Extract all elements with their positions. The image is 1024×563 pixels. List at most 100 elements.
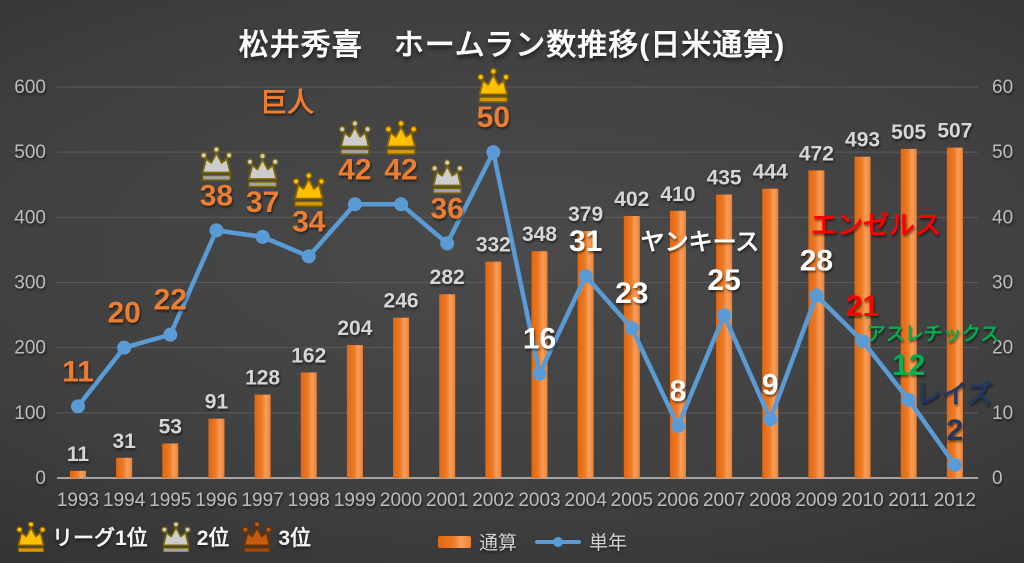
- cumulative-bars: [70, 147, 963, 479]
- bar-2008: [762, 188, 779, 478]
- line-marker-1993: [71, 399, 85, 414]
- year-label: 1995: [149, 490, 191, 511]
- left-tick-label: 500: [14, 142, 46, 163]
- bar-value-label: 435: [707, 167, 742, 190]
- bar-1995: [162, 443, 179, 478]
- year-label: 2004: [565, 490, 608, 511]
- right-tick-label: 40: [992, 207, 1013, 228]
- legend-rank3-label: 3位: [278, 527, 312, 550]
- bar-value-label: 204: [337, 317, 372, 340]
- line-marker-2002: [486, 145, 501, 160]
- bar-value-label: 402: [614, 188, 649, 211]
- line-marker-2007: [717, 308, 732, 323]
- year-label: 2009: [795, 490, 837, 511]
- right-tick-label: 60: [992, 77, 1013, 98]
- year-label: 2008: [749, 490, 791, 511]
- legend-rank2-item: 2位: [160, 522, 229, 552]
- bar-2002: [485, 261, 502, 478]
- year-label: 1999: [334, 490, 376, 511]
- right-tick-label: 20: [992, 338, 1013, 359]
- year-label: 1994: [103, 490, 146, 511]
- right-tick-label: 30: [992, 273, 1013, 294]
- legend-line-marker: [553, 536, 564, 547]
- rank-crowns: [200, 67, 510, 207]
- line-markers: [71, 145, 962, 472]
- bronze-crown-icon: [242, 522, 273, 552]
- bar-1994: [116, 457, 133, 478]
- year-label: 2012: [934, 490, 976, 511]
- team-label: レイズ: [915, 379, 992, 409]
- bar-2009: [808, 170, 825, 478]
- crown-rank-legend: リーグ1位 2位 3位: [16, 522, 311, 552]
- year-label: 2003: [518, 490, 560, 511]
- line-marker-1994: [117, 340, 132, 355]
- legend-rank3-item: 3位: [242, 522, 311, 552]
- line-value-label: 20: [107, 297, 140, 330]
- bar-value-label: 162: [291, 344, 326, 367]
- bar-2005: [623, 216, 640, 478]
- gold-crown-icon: [292, 172, 325, 207]
- bar-value-label: 282: [430, 266, 465, 289]
- line-marker-2006: [670, 418, 685, 433]
- bar-2007: [716, 194, 733, 478]
- line-marker-1997: [255, 229, 270, 244]
- line-value-label: 12: [892, 349, 925, 382]
- bar-2011: [900, 148, 917, 479]
- bar-value-label: 493: [845, 129, 880, 152]
- line-marker-2012: [947, 457, 962, 472]
- bar-value-label: 332: [476, 234, 511, 257]
- yearly-series-label: 単年: [589, 533, 628, 554]
- line-value-label: 37: [246, 186, 279, 219]
- bar-value-label: 128: [245, 367, 280, 390]
- bar-2000: [393, 317, 410, 478]
- line-value-label: 25: [707, 264, 740, 297]
- yearly-series-swatch: [535, 536, 582, 548]
- line-value-label: 31: [569, 225, 602, 258]
- silver-crown-icon: [338, 120, 371, 155]
- line-marker-1999: [347, 197, 362, 212]
- line-value-labels: 11 20 22 38 37 34 42 42 36 50 16 31 23 8 25 9 28 21 12 2: [62, 101, 963, 447]
- silver-crown-icon: [160, 522, 191, 552]
- team-label: アスレチックス: [867, 323, 999, 345]
- cumulative-series-swatch: [438, 535, 471, 548]
- line-marker-2005: [624, 321, 639, 336]
- bar-2010: [854, 156, 871, 478]
- bar-value-label: 348: [522, 223, 557, 246]
- year-label: 1996: [195, 490, 237, 511]
- line-value-label: 11: [62, 355, 94, 388]
- bar-1998: [300, 372, 317, 478]
- gold-crown-icon: [384, 120, 418, 155]
- left-tick-label: 0: [35, 468, 46, 489]
- year-label: 2005: [611, 490, 653, 511]
- line-marker-2000: [394, 197, 409, 212]
- right-tick-label: 10: [992, 403, 1013, 424]
- silver-crown-icon: [160, 522, 191, 552]
- left-tick-label: 200: [14, 338, 46, 359]
- line-value-label: 36: [431, 192, 464, 225]
- silver-crown-icon: [246, 152, 279, 188]
- gold-crown-icon: [16, 522, 46, 552]
- bar-value-label: 507: [937, 120, 972, 143]
- silver-crown-icon: [431, 159, 464, 194]
- year-label: 2000: [380, 490, 422, 511]
- left-tick-label: 400: [14, 207, 46, 228]
- bar-value-label: 410: [660, 183, 695, 206]
- line-value-label: 34: [292, 205, 326, 238]
- yearly-trend-line: [75, 149, 958, 468]
- bar-value-label: 246: [384, 290, 419, 313]
- year-label: 2011: [888, 490, 929, 511]
- x-axis-labels: 1993 1994 1995 1996 1997 1998 1999 2000 2001 2002…: [57, 490, 976, 511]
- line-value-label: 8: [670, 375, 687, 408]
- year-label: 1997: [241, 490, 283, 511]
- line-marker-2001: [440, 236, 455, 251]
- bar-value-label: 11: [67, 443, 90, 466]
- series-legend: 通算 単年: [438, 528, 627, 555]
- line-value-label: 9: [762, 368, 779, 401]
- legend-rank1-label: リーグ1位: [52, 527, 148, 550]
- year-label: 2007: [703, 490, 745, 511]
- legend-rank1-item: リーグ1位: [16, 522, 148, 552]
